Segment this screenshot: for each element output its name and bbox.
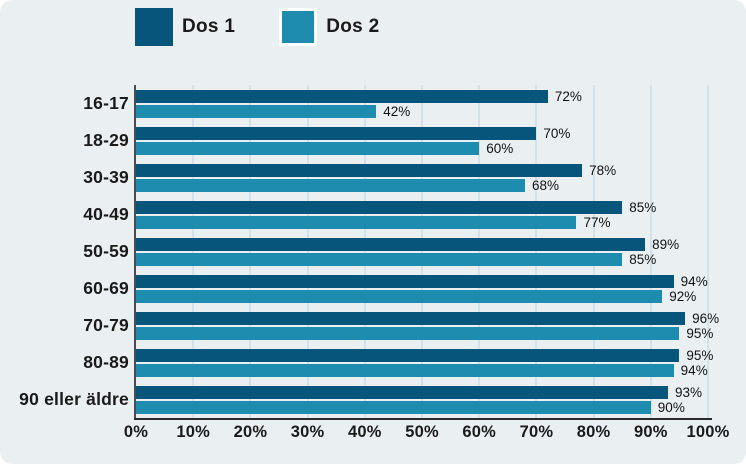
bar-dos1-40-49	[136, 201, 623, 214]
legend-swatch-dos1-icon	[135, 8, 173, 46]
legend-item-dos2: Dos 2	[279, 8, 379, 46]
bar-value-label: 70%	[543, 126, 571, 141]
x-tick-label-80pct: 80%	[576, 423, 611, 441]
bar-dos1-70-79	[136, 312, 686, 325]
bar-value-label: 94%	[680, 363, 708, 378]
x-tick-label-70pct: 70%	[519, 423, 554, 441]
bar-value-label: 96%	[692, 311, 720, 326]
bar-value-label: 60%	[486, 141, 514, 156]
bar-value-label: 95%	[686, 348, 714, 363]
bar-value-label: 85%	[629, 252, 657, 267]
y-axis-label-80-89: 80-89	[83, 352, 129, 372]
y-axis-label-70-79: 70-79	[83, 315, 129, 335]
gridline	[306, 85, 309, 418]
x-tick-label-100pct: 100%	[686, 423, 730, 441]
bar-dos1-18-29	[136, 127, 537, 140]
y-axis-label-60-69: 60-69	[83, 278, 129, 298]
bar-dos2-16-17	[136, 105, 377, 118]
y-axis-label-50-59: 50-59	[83, 241, 129, 261]
bar-dos2-90-eller-äldre	[136, 401, 651, 414]
x-tick-label-60pct: 60%	[462, 423, 496, 441]
x-tick-label-90pct: 90%	[633, 423, 668, 441]
bar-dos2-70-79	[136, 327, 680, 340]
x-tick-label-30pct: 30%	[290, 423, 325, 441]
bar-value-label: 68%	[531, 178, 559, 193]
bar-dos1-60-69	[136, 275, 674, 288]
bar-dos2-18-29	[136, 142, 480, 155]
legend-label-dos2: Dos 2	[326, 16, 380, 37]
bar-dos1-50-59	[136, 238, 646, 251]
bar-value-label: 90%	[657, 400, 685, 415]
bar-value-label: 42%	[383, 104, 411, 119]
bar-dos2-40-49	[136, 216, 577, 229]
gridline	[192, 85, 195, 418]
x-tick-label-0pct: 0%	[123, 423, 149, 441]
bar-dos2-80-89	[136, 364, 674, 377]
x-tick-label-40pct: 40%	[347, 423, 382, 441]
bar-dos1-30-39	[136, 164, 583, 177]
gridline	[478, 85, 481, 418]
gridline	[535, 85, 538, 418]
bar-dos1-90-eller-äldre	[136, 386, 668, 399]
bar-value-label: 93%	[674, 385, 702, 400]
plot-area: 72% 42% 70% 60% 78% 68% 85% 77% 89% 85% 94% 92% 96% 9…	[134, 85, 719, 420]
bar-dos2-50-59	[136, 253, 623, 266]
x-tick-label-50pct: 50%	[405, 423, 439, 441]
y-axis-label-90-eller-äldre: 90 eller äldre	[19, 389, 129, 409]
bar-value-label: 77%	[583, 215, 611, 230]
bar-value-label: 72%	[554, 89, 582, 104]
y-axis-label-16-17: 16-17	[83, 93, 129, 113]
bar-value-label: 85%	[629, 200, 657, 215]
gridline	[707, 85, 709, 418]
bar-dos2-30-39	[136, 179, 525, 192]
legend-swatch-dos2-icon	[279, 8, 318, 46]
bar-value-label: 92%	[669, 289, 697, 304]
bar-value-label: 78%	[589, 163, 617, 178]
gridline	[421, 85, 423, 418]
bar-dos2-60-69	[136, 290, 663, 303]
bar-value-label: 95%	[686, 326, 714, 341]
gridline	[592, 85, 595, 418]
gridline	[249, 85, 252, 418]
x-axis-line	[134, 418, 712, 420]
gridline	[363, 85, 366, 418]
y-axis-label-40-49: 40-49	[83, 204, 129, 224]
bar-value-label: 89%	[652, 237, 680, 252]
y-axis-label-18-29: 18-29	[83, 130, 129, 150]
legend-label-dos1: Dos 1	[182, 16, 236, 37]
y-axis-label-30-39: 30-39	[83, 167, 129, 187]
chart-legend: Dos 1 Dos 2	[135, 8, 380, 46]
gridline	[649, 85, 652, 418]
y-axis-line	[134, 85, 136, 420]
bar-dos1-16-17	[136, 90, 548, 103]
x-tick-label-20pct: 20%	[233, 423, 268, 441]
x-tick-label-10pct: 10%	[176, 423, 210, 441]
bar-dos1-80-89	[136, 349, 680, 362]
legend-item-dos1: Dos 1	[135, 8, 235, 46]
bar-value-label: 94%	[680, 274, 708, 289]
